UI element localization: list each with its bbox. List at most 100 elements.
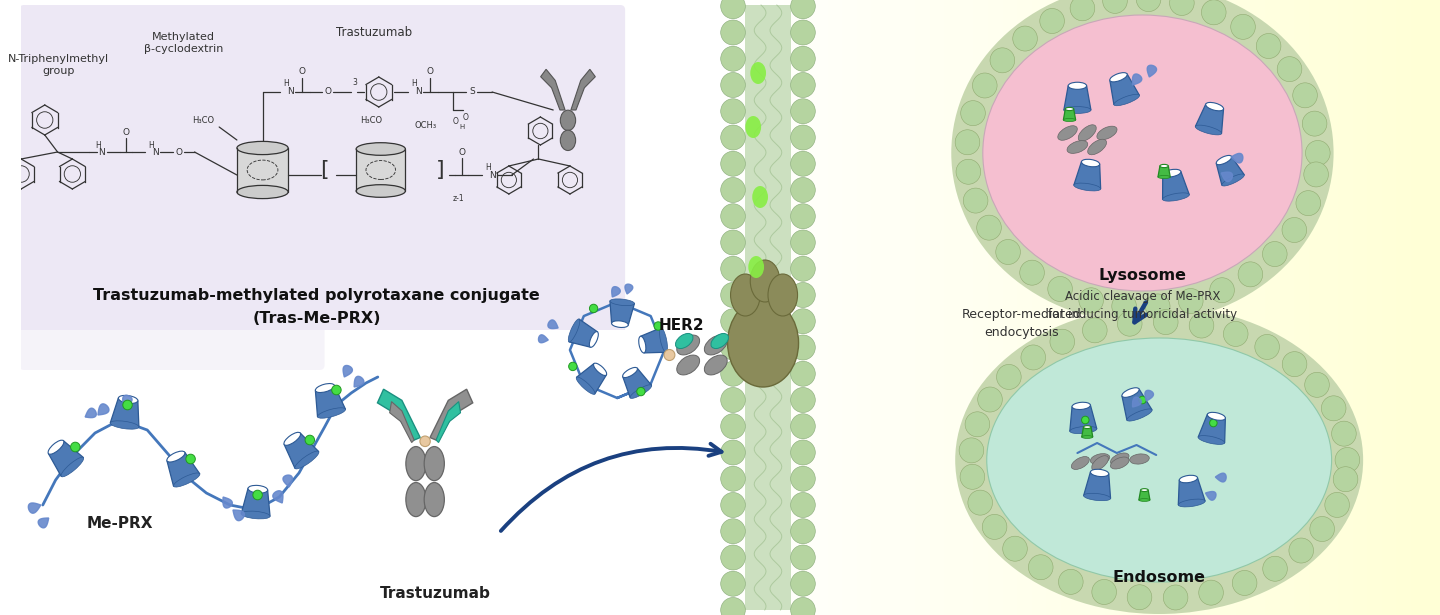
Circle shape bbox=[791, 361, 815, 386]
Circle shape bbox=[791, 414, 815, 438]
Ellipse shape bbox=[622, 367, 638, 378]
Circle shape bbox=[720, 204, 746, 229]
Circle shape bbox=[956, 159, 981, 184]
Circle shape bbox=[1303, 162, 1329, 187]
Bar bbox=[1426, 0, 1440, 615]
Text: N-Triphenylmethyl
group: N-Triphenylmethyl group bbox=[9, 54, 109, 76]
Circle shape bbox=[1164, 585, 1188, 610]
Ellipse shape bbox=[1067, 141, 1087, 153]
Text: H: H bbox=[284, 79, 289, 89]
Bar bbox=[1207, 0, 1221, 615]
Text: S: S bbox=[469, 87, 475, 97]
Ellipse shape bbox=[560, 110, 576, 130]
Circle shape bbox=[791, 598, 815, 615]
Ellipse shape bbox=[576, 377, 595, 394]
Bar bbox=[1076, 0, 1090, 615]
Circle shape bbox=[720, 361, 746, 386]
Text: H: H bbox=[459, 124, 464, 130]
Circle shape bbox=[589, 304, 598, 312]
Circle shape bbox=[791, 256, 815, 281]
Bar bbox=[783, 0, 798, 615]
Bar bbox=[1295, 0, 1309, 615]
Circle shape bbox=[1233, 571, 1257, 595]
Ellipse shape bbox=[1063, 119, 1076, 122]
Ellipse shape bbox=[1140, 489, 1148, 491]
Ellipse shape bbox=[1128, 409, 1152, 421]
Polygon shape bbox=[1205, 491, 1215, 500]
Circle shape bbox=[1128, 585, 1152, 609]
Text: N: N bbox=[151, 148, 158, 156]
Circle shape bbox=[720, 125, 746, 150]
Circle shape bbox=[791, 46, 815, 71]
Ellipse shape bbox=[749, 256, 765, 278]
Bar bbox=[1090, 0, 1104, 615]
Circle shape bbox=[960, 101, 985, 125]
Ellipse shape bbox=[727, 299, 799, 387]
Polygon shape bbox=[1217, 156, 1244, 185]
Ellipse shape bbox=[746, 116, 762, 138]
Ellipse shape bbox=[242, 511, 271, 519]
Circle shape bbox=[720, 598, 746, 615]
Circle shape bbox=[1201, 0, 1225, 25]
Circle shape bbox=[1289, 538, 1313, 563]
Polygon shape bbox=[1110, 74, 1139, 105]
Circle shape bbox=[791, 282, 815, 308]
Circle shape bbox=[991, 48, 1015, 73]
Bar bbox=[1264, 0, 1280, 615]
Circle shape bbox=[569, 362, 577, 371]
Circle shape bbox=[791, 493, 815, 517]
Polygon shape bbox=[431, 389, 472, 440]
Polygon shape bbox=[390, 402, 415, 443]
Circle shape bbox=[791, 309, 815, 334]
Text: H: H bbox=[412, 79, 418, 89]
Text: Receptor-mediated
endocytosis: Receptor-mediated endocytosis bbox=[962, 308, 1081, 338]
Bar bbox=[1017, 0, 1031, 615]
Circle shape bbox=[791, 230, 815, 255]
Circle shape bbox=[791, 571, 815, 597]
Circle shape bbox=[1306, 140, 1331, 165]
Ellipse shape bbox=[1178, 499, 1205, 507]
Circle shape bbox=[1210, 419, 1217, 427]
Circle shape bbox=[720, 518, 746, 544]
Ellipse shape bbox=[295, 451, 318, 469]
Bar bbox=[930, 0, 945, 615]
Polygon shape bbox=[1074, 162, 1100, 189]
Circle shape bbox=[791, 0, 815, 18]
Circle shape bbox=[720, 309, 746, 334]
Circle shape bbox=[1028, 555, 1053, 580]
Circle shape bbox=[720, 545, 746, 570]
Bar bbox=[914, 0, 930, 615]
Polygon shape bbox=[1070, 405, 1097, 431]
Circle shape bbox=[720, 256, 746, 281]
Circle shape bbox=[1136, 0, 1161, 12]
Ellipse shape bbox=[631, 385, 652, 399]
Ellipse shape bbox=[1074, 183, 1100, 191]
Circle shape bbox=[1333, 467, 1358, 492]
Circle shape bbox=[253, 490, 262, 500]
Text: Acidic cleavage of Me-PRX
for inducing tumoricidal activity: Acidic cleavage of Me-PRX for inducing t… bbox=[1048, 290, 1237, 320]
Ellipse shape bbox=[356, 143, 406, 156]
Ellipse shape bbox=[315, 384, 334, 392]
Circle shape bbox=[1224, 322, 1248, 346]
Bar bbox=[988, 0, 1002, 615]
Circle shape bbox=[976, 215, 1001, 240]
Polygon shape bbox=[625, 284, 632, 294]
Polygon shape bbox=[1081, 427, 1093, 437]
Circle shape bbox=[720, 335, 746, 360]
Polygon shape bbox=[242, 488, 271, 516]
Bar bbox=[356, 149, 406, 191]
Circle shape bbox=[1117, 311, 1142, 336]
Circle shape bbox=[1002, 536, 1027, 561]
Ellipse shape bbox=[1207, 412, 1225, 420]
Circle shape bbox=[1020, 260, 1044, 285]
Circle shape bbox=[71, 442, 81, 452]
Ellipse shape bbox=[1071, 402, 1090, 410]
Polygon shape bbox=[1133, 397, 1142, 407]
Circle shape bbox=[791, 545, 815, 570]
Ellipse shape bbox=[1090, 454, 1110, 464]
Ellipse shape bbox=[1071, 456, 1089, 469]
Circle shape bbox=[963, 188, 988, 213]
Text: N: N bbox=[287, 87, 294, 97]
Bar bbox=[1164, 0, 1178, 615]
Bar bbox=[900, 0, 914, 615]
